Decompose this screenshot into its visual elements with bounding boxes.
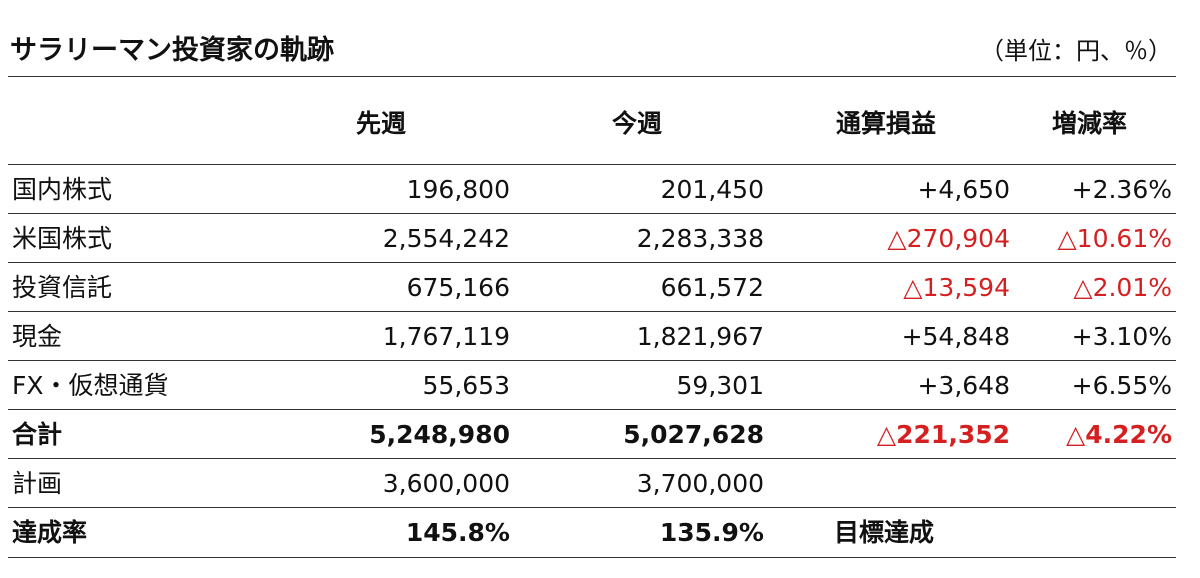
plan-row: 計画 3,600,000 3,700,000 xyxy=(8,459,1176,508)
cumulative-value: △270,904 xyxy=(887,224,1010,253)
cumulative-value: △13,594 xyxy=(903,273,1010,302)
table-row: 投資信託 675,166 661,572 △13,594 △2.01% xyxy=(8,263,1176,312)
this-week-value: 201,450 xyxy=(660,175,764,204)
table-row: FX・仮想通貨 55,653 59,301 +3,648 +6.55% xyxy=(8,361,1176,410)
page-title: サラリーマン投資家の軌跡 xyxy=(10,35,334,66)
table-row: 国内株式 196,800 201,450 +4,650 +2.36% xyxy=(8,165,1176,214)
row-divider xyxy=(8,507,1176,508)
achievement-row: 達成率 145.8% 135.9% 目標達成 xyxy=(8,508,1176,557)
cumulative-value: +54,848 xyxy=(901,322,1010,351)
last-week-value: 1,767,119 xyxy=(382,322,510,351)
this-week-value: 59,301 xyxy=(676,371,764,400)
total-last-week: 5,248,980 xyxy=(369,420,510,449)
change-rate-value: +3.10% xyxy=(1071,322,1172,351)
table-row: 現金 1,767,119 1,821,967 +54,848 +3.10% xyxy=(8,312,1176,361)
row-divider xyxy=(8,458,1176,459)
unit-note: （単位：円、％） xyxy=(980,37,1172,65)
header-change-rate: 増減率 xyxy=(1052,109,1128,138)
row-label: 国内株式 xyxy=(12,175,113,204)
row-label: 投資信託 xyxy=(12,273,113,302)
header-last-week: 先週 xyxy=(356,109,407,138)
plan-last-week: 3,600,000 xyxy=(382,469,510,498)
row-divider xyxy=(8,360,1176,361)
change-rate-value: +6.55% xyxy=(1071,371,1172,400)
total-this-week: 5,027,628 xyxy=(623,420,764,449)
row-divider xyxy=(8,409,1176,410)
cumulative-value: +3,648 xyxy=(917,371,1010,400)
row-divider xyxy=(8,262,1176,263)
change-rate-value: +2.36% xyxy=(1071,175,1172,204)
this-week-value: 661,572 xyxy=(660,273,764,302)
achievement-this-week: 135.9% xyxy=(659,518,764,547)
change-rate-value: △2.01% xyxy=(1073,273,1172,302)
plan-this-week: 3,700,000 xyxy=(636,469,764,498)
last-week-value: 196,800 xyxy=(406,175,510,204)
last-week-value: 2,554,242 xyxy=(382,224,510,253)
row-divider xyxy=(8,213,1176,214)
divider-bottom xyxy=(8,557,1176,558)
row-label: 米国株式 xyxy=(12,224,113,253)
cumulative-value: +4,650 xyxy=(917,175,1010,204)
achievement-last-week: 145.8% xyxy=(405,518,510,547)
last-week-value: 675,166 xyxy=(406,273,510,302)
total-label: 合計 xyxy=(12,420,63,449)
total-cumulative: △221,352 xyxy=(876,420,1010,449)
this-week-value: 2,283,338 xyxy=(636,224,764,253)
divider-top xyxy=(8,76,1176,77)
last-week-value: 55,653 xyxy=(422,371,510,400)
header-cumulative: 通算損益 xyxy=(836,109,937,138)
divider-header xyxy=(8,164,1176,165)
row-label: FX・仮想通貨 xyxy=(12,371,169,400)
row-label: 現金 xyxy=(12,322,63,351)
plan-label: 計画 xyxy=(12,469,63,498)
achievement-status: 目標達成 xyxy=(834,518,935,547)
this-week-value: 1,821,967 xyxy=(636,322,764,351)
total-row: 合計 5,248,980 5,027,628 △221,352 △4.22% xyxy=(8,410,1176,459)
row-divider xyxy=(8,311,1176,312)
total-change-rate: △4.22% xyxy=(1066,420,1172,449)
header-this-week: 今週 xyxy=(612,109,663,138)
change-rate-value: △10.61% xyxy=(1057,224,1172,253)
achievement-label: 達成率 xyxy=(12,518,88,547)
table-row: 米国株式 2,554,242 2,283,338 △270,904 △10.61… xyxy=(8,214,1176,263)
